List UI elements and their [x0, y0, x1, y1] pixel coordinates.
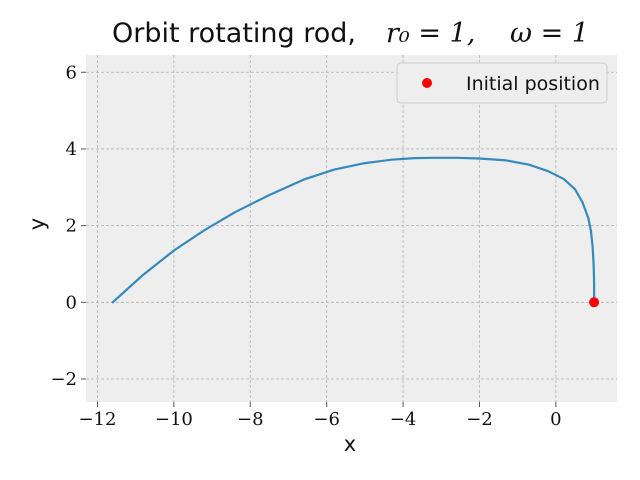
- legend-marker-initial-position: [422, 78, 432, 88]
- legend-box: [396, 62, 608, 104]
- initial-position-point: [589, 297, 600, 308]
- x-tick-label: −8: [237, 409, 264, 430]
- y-axis-label: y: [25, 218, 49, 230]
- y-tick-label: 2: [66, 216, 77, 237]
- series-layer: [111, 156, 600, 308]
- y-tick-label: 0: [66, 292, 77, 313]
- x-tick-label: −12: [78, 409, 116, 430]
- y-tick-label: 6: [66, 62, 77, 83]
- x-tick-label: −4: [390, 409, 417, 430]
- x-tick-label: −10: [155, 409, 193, 430]
- y-tick-label: 4: [66, 139, 77, 160]
- legend-label-initial-position: Initial position: [466, 73, 600, 95]
- plot-area: [86, 55, 617, 402]
- x-tick-label: −6: [313, 409, 340, 430]
- chart-title: Orbit rotating rod, r₀ = 1, ω = 1: [112, 18, 589, 49]
- y-tick-label: −2: [50, 369, 77, 390]
- title-text: Orbit rotating rod,: [112, 18, 356, 49]
- x-axis-label: x: [344, 432, 356, 456]
- x-tick-label: −2: [466, 409, 493, 430]
- legend: Initial position: [396, 62, 608, 104]
- x-tick-label: 0: [550, 409, 561, 430]
- title-param-omega: ω = 1: [510, 18, 589, 49]
- orbit-line: [111, 156, 596, 304]
- axis-ticks: −12 −10 −8 −6 −4 −2 0 −2 0 2 4 6: [50, 62, 561, 430]
- title-param-r0: r₀ = 1,: [386, 18, 475, 49]
